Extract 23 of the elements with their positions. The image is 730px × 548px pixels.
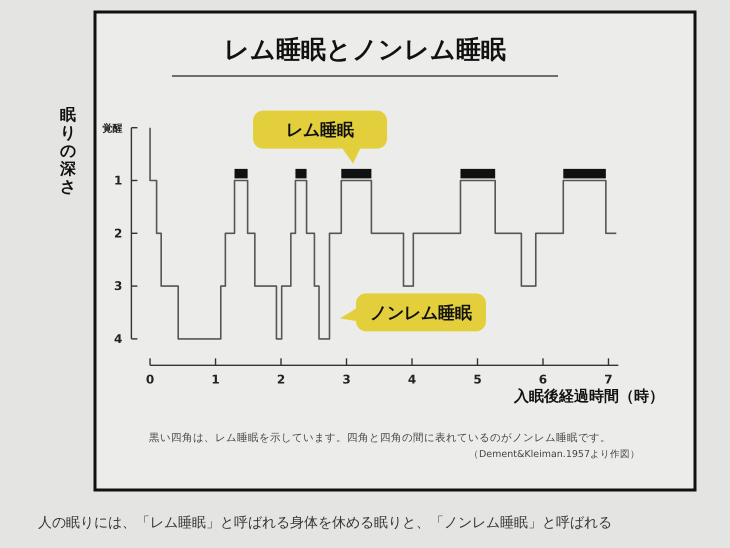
y-tick-label: 1 bbox=[114, 174, 122, 188]
annotation: ノンレム睡眠 bbox=[370, 303, 472, 324]
x-tick-label: 3 bbox=[342, 372, 351, 386]
y-tick-label: 3 bbox=[114, 279, 122, 294]
callout: レム睡眠 bbox=[253, 110, 388, 164]
text: 黒い四角は、レム睡眠を示しています。四角と四角の間に表れているのがノンレム睡眠です。 bbox=[149, 431, 611, 444]
x-tick-label: 2 bbox=[276, 372, 286, 386]
y-tick-label: 4 bbox=[114, 332, 122, 346]
x-tick-label: 5 bbox=[473, 372, 482, 386]
x-tick-label: 0 bbox=[146, 372, 154, 386]
text: 人の眠りには、「レム睡眠」と呼ばれる身体を休める眠りと、「ノンレム睡眠」と呼ばれる bbox=[38, 515, 612, 531]
callout: ノンレム睡眠 bbox=[340, 293, 486, 332]
y-tick-label: 2 bbox=[114, 226, 122, 240]
x-tick-label: 1 bbox=[211, 372, 220, 386]
y-axis-title: 眠りの深さ bbox=[59, 105, 77, 196]
text: （Dement&Kleiman.1957より作図） bbox=[468, 449, 640, 460]
x-tick-label: 7 bbox=[604, 372, 613, 386]
chart-title: レム睡眠とノンレム睡眠 bbox=[224, 35, 506, 64]
y-tick-label: 覚醒 bbox=[102, 122, 122, 135]
x-tick-label: 4 bbox=[408, 372, 416, 386]
annotation: レム睡眠 bbox=[286, 120, 354, 141]
x-tick-label: 6 bbox=[538, 372, 548, 386]
x-axis-title: 入眠後経過時間（時） bbox=[513, 387, 664, 405]
